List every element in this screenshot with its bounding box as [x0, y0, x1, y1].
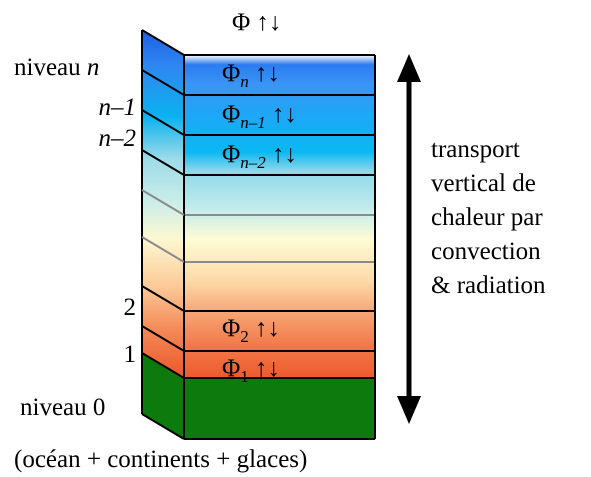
- flux-2-arrows: ↑↓: [255, 315, 281, 342]
- flux-1-arrows: ↑↓: [255, 355, 281, 382]
- flux-n-minus-1-sub: n–1: [240, 113, 266, 132]
- flux-2-sub: 2: [240, 327, 249, 346]
- transport-description: transport vertical de chaleur par convec…: [431, 133, 591, 303]
- level-2-label: 2: [123, 294, 137, 321]
- flux-n-label: Φn ↑↓: [222, 61, 280, 90]
- level-n-minus-2-label: n–2: [98, 125, 137, 152]
- vertical-transport-arrow: [397, 54, 421, 424]
- flux-n-minus-2-arrows: ↑↓: [272, 141, 298, 168]
- level-1-label: 1: [123, 341, 137, 368]
- flux-1-label: Φ1 ↑↓: [222, 356, 280, 385]
- flux-n-minus-2-sub: n–2: [240, 153, 266, 172]
- flux-n-symbol: Φ: [222, 60, 241, 87]
- transport-line: & radiation: [431, 272, 546, 299]
- bottom-caption: (océan + continents + glaces): [14, 446, 308, 473]
- transport-line: convection: [431, 238, 541, 265]
- level-n-var: n: [86, 54, 100, 81]
- transport-line: vertical de: [431, 170, 536, 197]
- flux-1-symbol: Φ: [222, 355, 241, 382]
- flux-n-minus-1-label: Φn–1 ↑↓: [222, 102, 297, 131]
- flux-1-sub: 1: [240, 367, 249, 386]
- column-front-face: [184, 55, 375, 378]
- side-layer-boundaries: [141, 69, 185, 379]
- flux-n-sub: n: [240, 72, 249, 91]
- flux-n-arrows: ↑↓: [255, 60, 281, 87]
- flux-2-symbol: Φ: [222, 315, 241, 342]
- level-n-word: niveau: [14, 54, 81, 81]
- level-n-label: niveau n: [14, 55, 99, 80]
- flux-n-minus-1-symbol: Φ: [222, 101, 241, 128]
- level-0-label: niveau 0: [20, 394, 106, 421]
- flux-n-minus-2-label: Φn–2 ↑↓: [222, 142, 297, 171]
- layer-boundaries: [141, 29, 376, 440]
- flux-n-minus-1-arrows: ↑↓: [272, 101, 298, 128]
- ground-side-face: [142, 353, 184, 439]
- flux-n-minus-2-symbol: Φ: [222, 141, 241, 168]
- ground-front-face: [184, 378, 375, 439]
- flux-2-label: Φ2 ↑↓: [222, 316, 280, 345]
- transport-line: chaleur par: [431, 204, 543, 231]
- top-flux-label: Φ ↑↓: [232, 9, 282, 36]
- level-n-minus-1-label: n–1: [98, 94, 137, 121]
- transport-line: transport: [431, 136, 520, 163]
